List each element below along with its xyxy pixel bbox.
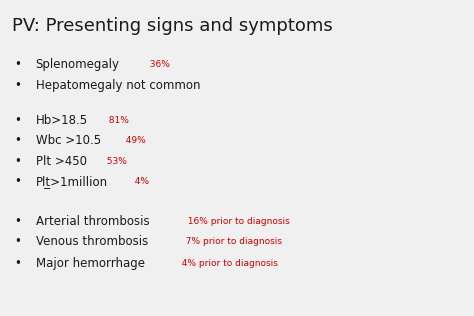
Text: 7% prior to diagnosis: 7% prior to diagnosis bbox=[181, 237, 283, 246]
Text: 81%: 81% bbox=[103, 116, 128, 125]
Text: Plt >450: Plt >450 bbox=[36, 155, 87, 168]
Text: Wbc >10.5: Wbc >10.5 bbox=[36, 134, 100, 147]
Text: 4%: 4% bbox=[128, 177, 149, 186]
Text: •: • bbox=[15, 79, 21, 92]
Text: Arterial thrombosis: Arterial thrombosis bbox=[36, 215, 149, 228]
Text: •: • bbox=[15, 58, 21, 71]
Text: 16% prior to diagnosis: 16% prior to diagnosis bbox=[182, 217, 290, 226]
Text: •: • bbox=[15, 235, 21, 248]
Text: Splenomegaly: Splenomegaly bbox=[36, 58, 119, 71]
Text: Venous thrombosis: Venous thrombosis bbox=[36, 235, 148, 248]
Text: •: • bbox=[15, 215, 21, 228]
Text: •: • bbox=[15, 175, 21, 188]
Text: •: • bbox=[15, 155, 21, 168]
Text: •: • bbox=[15, 113, 21, 127]
Text: •: • bbox=[15, 134, 21, 147]
Text: Hb>18.5: Hb>18.5 bbox=[36, 113, 88, 127]
Text: Hepatomegaly not common: Hepatomegaly not common bbox=[36, 79, 200, 92]
Text: 36%: 36% bbox=[144, 60, 170, 69]
Text: PV: Presenting signs and symptoms: PV: Presenting signs and symptoms bbox=[12, 17, 333, 35]
Text: •: • bbox=[15, 257, 21, 270]
Text: 49%: 49% bbox=[119, 136, 146, 145]
Text: Plt̲>1million: Plt̲>1million bbox=[36, 175, 108, 188]
Text: 4% prior to diagnosis: 4% prior to diagnosis bbox=[176, 259, 278, 268]
Text: 53%: 53% bbox=[101, 157, 127, 166]
Text: Major hemorrhage: Major hemorrhage bbox=[36, 257, 145, 270]
